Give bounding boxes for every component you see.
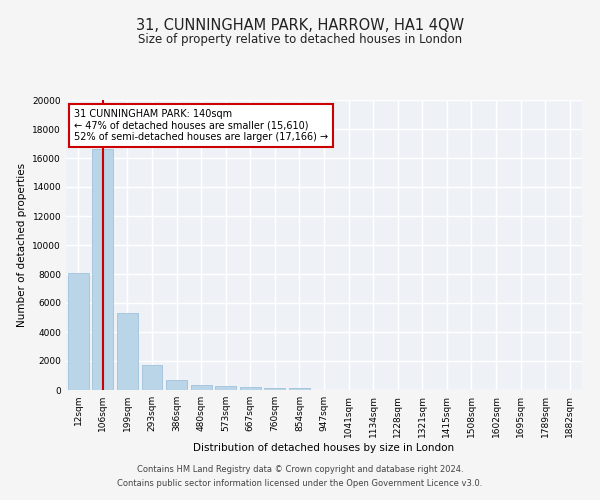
Y-axis label: Number of detached properties: Number of detached properties [17,163,27,327]
Text: Size of property relative to detached houses in London: Size of property relative to detached ho… [138,32,462,46]
Text: Contains HM Land Registry data © Crown copyright and database right 2024.
Contai: Contains HM Land Registry data © Crown c… [118,466,482,487]
Bar [117,313,138,390]
Bar [215,386,236,390]
Text: 31 CUNNINGHAM PARK: 140sqm
← 47% of detached houses are smaller (15,610)
52% of : 31 CUNNINGHAM PARK: 140sqm ← 47% of deta… [74,108,328,142]
Bar [240,386,261,390]
Bar [68,274,89,390]
Bar [191,385,212,390]
Text: 31, CUNNINGHAM PARK, HARROW, HA1 4QW: 31, CUNNINGHAM PARK, HARROW, HA1 4QW [136,18,464,32]
Bar [265,388,286,390]
Bar [166,380,187,390]
Bar [142,364,163,390]
Bar [92,150,113,390]
Bar [289,388,310,390]
X-axis label: Distribution of detached houses by size in London: Distribution of detached houses by size … [193,442,455,452]
